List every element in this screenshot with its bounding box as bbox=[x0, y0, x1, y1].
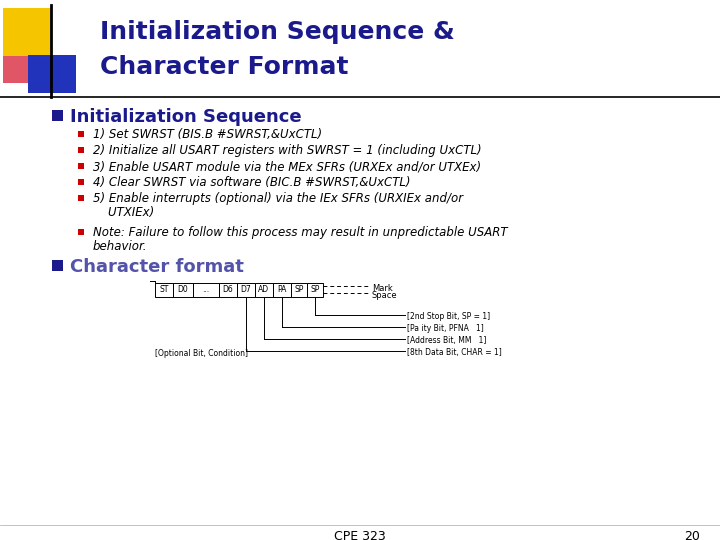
Text: [Optional Bit, Condition]: [Optional Bit, Condition] bbox=[155, 349, 248, 358]
Bar bbox=[255, 283, 273, 297]
Bar bbox=[78, 163, 84, 169]
Text: 3) Enable USART module via the MEx SFRs (URXEx and/or UTXEx): 3) Enable USART module via the MEx SFRs … bbox=[93, 160, 481, 173]
Text: 5) Enable interrupts (optional) via the IEx SFRs (URXIEx and/or: 5) Enable interrupts (optional) via the … bbox=[93, 192, 463, 205]
Bar bbox=[155, 283, 173, 297]
Text: ...: ... bbox=[202, 286, 210, 294]
Text: D6: D6 bbox=[222, 286, 233, 294]
Text: Character Format: Character Format bbox=[100, 55, 348, 79]
Bar bbox=[3, 45, 51, 83]
Text: UTXIEx): UTXIEx) bbox=[93, 206, 154, 219]
Bar bbox=[291, 283, 307, 297]
Text: Mark: Mark bbox=[372, 284, 392, 293]
Bar bbox=[219, 283, 237, 297]
Bar bbox=[52, 110, 63, 121]
Text: Initialization Sequence: Initialization Sequence bbox=[70, 108, 302, 126]
Bar bbox=[78, 147, 84, 153]
Text: 1) Set SWRST (BIS.B #SWRST,&UxCTL): 1) Set SWRST (BIS.B #SWRST,&UxCTL) bbox=[93, 128, 322, 141]
Text: 4) Clear SWRST via software (BIC.B #SWRST,&UxCTL): 4) Clear SWRST via software (BIC.B #SWRS… bbox=[93, 176, 410, 189]
Text: AD: AD bbox=[258, 286, 269, 294]
Text: Character format: Character format bbox=[70, 258, 244, 276]
Bar bbox=[3, 8, 51, 56]
Text: 20: 20 bbox=[684, 530, 700, 540]
Text: 2) Initialize all USART registers with SWRST = 1 (including UxCTL): 2) Initialize all USART registers with S… bbox=[93, 144, 482, 157]
Text: Space: Space bbox=[372, 291, 397, 300]
Text: [2nd Stop Bit, SP = 1]: [2nd Stop Bit, SP = 1] bbox=[407, 312, 490, 321]
Text: SP: SP bbox=[294, 286, 304, 294]
Text: Initialization Sequence &: Initialization Sequence & bbox=[100, 20, 455, 44]
Bar bbox=[78, 131, 84, 137]
Text: CPE 323: CPE 323 bbox=[334, 530, 386, 540]
Text: D7: D7 bbox=[240, 286, 251, 294]
Bar bbox=[193, 283, 219, 297]
Text: D0: D0 bbox=[178, 286, 189, 294]
Text: [Pa ity Bit, PFNA   1]: [Pa ity Bit, PFNA 1] bbox=[407, 324, 484, 333]
Text: behavior.: behavior. bbox=[93, 240, 148, 253]
Text: [Address Bit, MM   1]: [Address Bit, MM 1] bbox=[407, 336, 487, 345]
Text: ST: ST bbox=[159, 286, 168, 294]
Bar bbox=[173, 283, 193, 297]
Text: SP: SP bbox=[310, 286, 320, 294]
Bar bbox=[78, 179, 84, 185]
Bar bbox=[307, 283, 323, 297]
Bar bbox=[78, 229, 84, 235]
Bar bbox=[78, 195, 84, 201]
Text: PA: PA bbox=[277, 286, 287, 294]
Bar bbox=[52, 260, 63, 271]
Text: Note: Failure to follow this process may result in unpredictable USART: Note: Failure to follow this process may… bbox=[93, 226, 508, 239]
Text: [8th Data Bit, CHAR = 1]: [8th Data Bit, CHAR = 1] bbox=[407, 348, 502, 357]
Bar bbox=[28, 55, 76, 93]
Bar bbox=[237, 283, 255, 297]
Bar bbox=[273, 283, 291, 297]
